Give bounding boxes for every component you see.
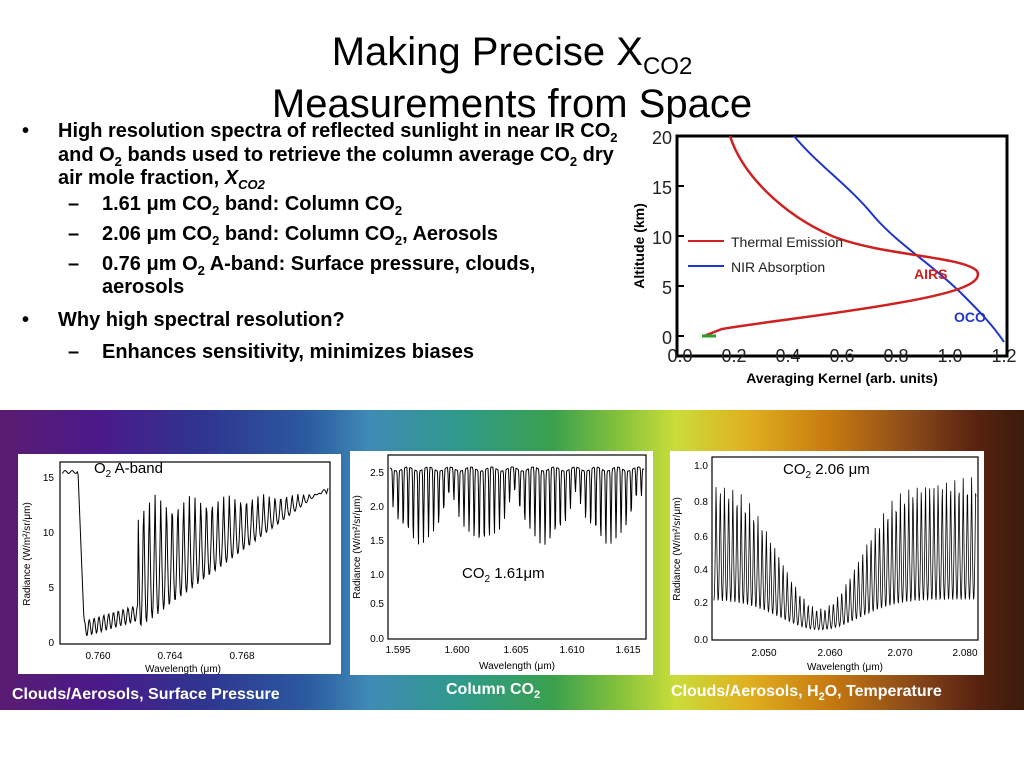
co2-161-caption: Column CO2 [446,681,541,702]
o2-x-axis-label: Wavelength (μm) [145,664,221,674]
kernel-x-tick: 0.4 [775,346,800,366]
co161-y-tick: 2.0 [370,502,384,513]
co206-y-tick: 0.6 [694,532,708,543]
legend-nir-label: NIR Absorption [731,259,825,275]
o2-x-tick: 0.764 [157,651,182,662]
kernel-y-tick: 0 [662,328,672,348]
airs-label: AIRS [914,266,947,282]
co161-y-axis-label: Radiance (W/m²/sr/μm) [352,495,363,599]
co161-x-axis-label: Wavelength (μm) [479,661,555,672]
kernel-x-tick: 0.8 [883,346,908,366]
kernel-x-tick: 1.0 [937,346,962,366]
o2-y-tick: 15 [43,473,55,484]
co161-x-tick: 1.610 [559,645,584,656]
oco-label: OCO [954,309,986,325]
kernel-x-axis-label: Averaging Kernel (arb. units) [746,370,938,386]
co206-y-tick: 1.0 [694,461,708,472]
co161-x-tick: 1.605 [503,645,528,656]
oxygen-spectrum-plot: 0 5 10 15 0.760 0.764 0.768 Wavelength (… [22,461,331,675]
kernel-y-tick: 5 [662,278,672,298]
kernel-x-tick: 1.2 [991,346,1016,366]
kernel-y-tick: 20 [652,128,672,148]
co161-x-tick: 1.615 [615,645,640,656]
kernel-x-tick: 0.6 [829,346,854,366]
co206-y-tick: 0.0 [694,635,708,646]
co161-y-tick: 0.5 [370,599,384,610]
o2-y-axis-label: Radiance (W/m²/sr/μm) [22,502,33,606]
sub-bullet-161: – 1.61 μm CO2 band: Column CO2 [68,192,403,218]
o2-y-tick: 0 [48,638,54,649]
o2-y-tick: 10 [43,528,55,539]
bullet-spectra: • High resolution spectra of reflected s… [22,120,618,192]
legend-thermal-label: Thermal Emission [731,234,843,250]
co206-y-axis-label: Radiance (W/m²/sr/μm) [672,497,683,601]
co161-y-tick: 0.0 [370,634,384,645]
kernel-y-tick: 15 [652,178,672,198]
co161-x-tick: 1.600 [444,645,469,656]
sub-bullet-076: – 0.76 μm O2 A-band: Surface pressure, c… [68,252,536,299]
co161-x-tick: 1.595 [385,645,410,656]
kernel-y-axis-label: Altitude (km) [632,203,647,289]
co2-161-spectrum-plot: 0.0 0.5 1.0 1.5 2.0 2.5 1.595 1.600 1.60… [352,454,647,672]
nir-absorption-curve [793,135,1005,343]
co161-y-tick: 1.0 [370,570,384,581]
oxygen-a-band-panel: 0 5 10 15 0.760 0.764 0.768 Wavelength (… [18,454,341,675]
co2-161-panel: 0.0 0.5 1.0 1.5 2.0 2.5 1.595 1.600 1.60… [350,451,653,675]
co206-x-tick: 2.050 [751,648,776,659]
co2-206-spectrum-plot: 0.0 0.2 0.4 0.6 0.8 1.0 2.050 2.060 2.07… [672,456,979,673]
co206-x-tick: 2.080 [952,648,977,659]
sub-bullet-sensitivity: – Enhances sensitivity, minimizes biases [68,341,475,363]
o2-y-tick: 5 [48,583,54,594]
co206-x-tick: 2.060 [817,648,842,659]
co161-y-tick: 1.5 [370,536,384,547]
kernel-x-tick: 0.2 [721,346,746,366]
bullet-list: • High resolution spectra of reflected s… [22,120,642,365]
co2-206-caption: Clouds/Aerosols, H2O, Temperature [671,683,942,704]
kernel-y-tick: 10 [652,228,672,248]
co206-y-tick: 0.2 [694,598,708,609]
kernel-plot-frame [675,134,1009,358]
slide-title-line-2: Measurements from Space [271,82,753,126]
co161-y-tick: 2.5 [370,468,384,479]
co2-161-band-label: CO2 1.61μm [462,565,545,585]
oxygen-caption: Clouds/Aerosols, Surface Pressure [12,686,280,703]
oxygen-spectrum-line [61,470,329,636]
oxygen-band-label: O2 A-band [94,460,163,480]
sub-bullet-206: – 2.06 μm CO2 band: Column CO2, Aerosols [68,223,499,248]
o2-x-tick: 0.768 [229,651,254,662]
slide-title-line-1: Making Precise XCO2 [331,30,693,80]
co2-161-spectrum-line [389,466,645,545]
co206-y-tick: 0.4 [694,565,708,576]
co2-206-band-label: CO2 2.06 μm [783,461,870,481]
thermal-emission-curve [703,135,980,338]
co2-206-spectrum-line [713,477,977,631]
co2-206-panel: 0.0 0.2 0.4 0.6 0.8 1.0 2.050 2.060 2.07… [670,451,984,675]
co206-y-tick: 0.8 [694,497,708,508]
co206-x-axis-label: Wavelength (μm) [807,662,883,673]
o2-x-tick: 0.760 [85,651,110,662]
kernel-x-tick: 0.0 [667,346,692,366]
co206-x-tick: 2.070 [887,648,912,659]
averaging-kernel-chart: 20 15 10 5 0 0.0 0.2 0.4 0.6 0.8 1.0 1.2… [632,124,1024,388]
bullet-why-resolution: • Why high spectral resolution? [22,308,345,331]
